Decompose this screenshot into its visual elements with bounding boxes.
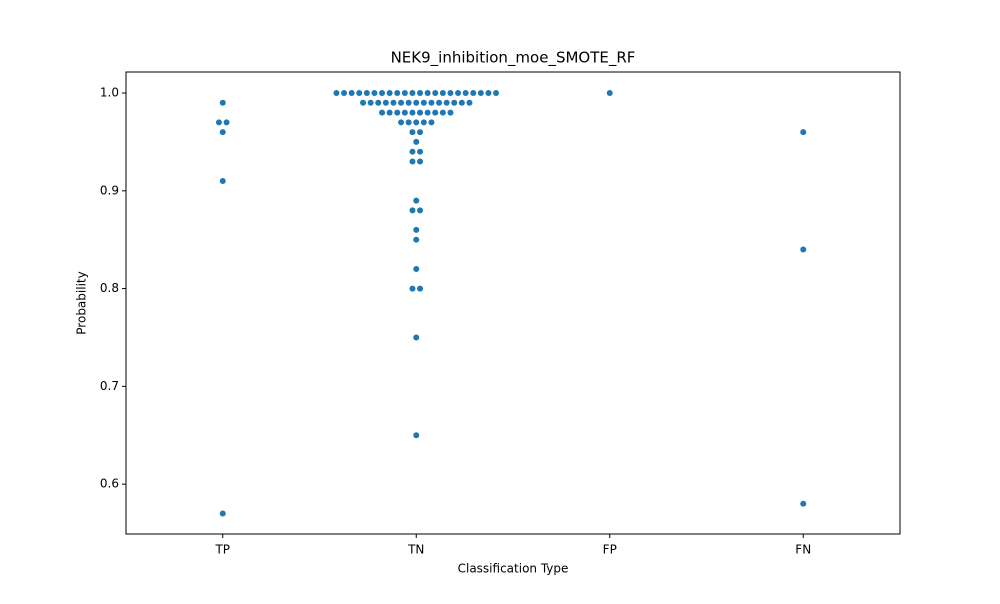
y-axis-label: Probability: [75, 271, 89, 334]
point: [409, 148, 416, 155]
y-tick-label: 0.8: [100, 281, 119, 295]
point: [800, 500, 807, 507]
point: [462, 90, 469, 97]
point: [432, 109, 439, 116]
point: [401, 109, 408, 116]
point: [800, 129, 807, 136]
point: [405, 119, 412, 126]
point: [401, 90, 408, 97]
point: [417, 109, 424, 116]
point: [371, 90, 378, 97]
point: [386, 90, 393, 97]
point: [398, 119, 405, 126]
chart-title: NEK9_inhibition_moe_SMOTE_RF: [391, 49, 636, 68]
point: [405, 99, 412, 106]
point: [493, 90, 500, 97]
point: [424, 109, 431, 116]
point: [447, 90, 454, 97]
point: [417, 148, 424, 155]
point: [386, 109, 393, 116]
point: [413, 138, 420, 145]
point: [413, 432, 420, 439]
point: [398, 99, 405, 106]
point: [223, 119, 230, 126]
point: [417, 285, 424, 292]
point: [413, 197, 420, 204]
point: [432, 90, 439, 97]
point: [485, 90, 492, 97]
y-tick-label: 0.6: [100, 477, 119, 491]
point: [413, 236, 420, 243]
point: [455, 90, 462, 97]
y-tick-label: 1.0: [100, 86, 119, 100]
point: [447, 109, 454, 116]
x-tick-label: FP: [603, 543, 617, 557]
point: [436, 99, 443, 106]
x-tick-label: TP: [214, 543, 230, 557]
point: [409, 285, 416, 292]
plot-frame: [125, 71, 901, 535]
point: [375, 99, 382, 106]
point: [477, 90, 484, 97]
point: [451, 99, 458, 106]
x-tick-label: FN: [795, 543, 811, 557]
point: [417, 158, 424, 165]
point: [420, 119, 427, 126]
point: [413, 99, 420, 106]
point: [219, 178, 226, 185]
point: [360, 99, 367, 106]
point: [443, 99, 450, 106]
x-axis-label: Classification Type: [458, 562, 569, 576]
point: [394, 90, 401, 97]
point: [409, 158, 416, 165]
point: [417, 129, 424, 136]
point: [417, 207, 424, 214]
point: [424, 90, 431, 97]
point: [219, 99, 226, 106]
point: [439, 90, 446, 97]
point: [439, 109, 446, 116]
point: [382, 99, 389, 106]
point: [466, 99, 473, 106]
point: [417, 90, 424, 97]
y-tick-label: 0.7: [100, 379, 119, 393]
point: [367, 99, 374, 106]
y-tick-label: 0.9: [100, 183, 119, 197]
point: [413, 226, 420, 233]
point: [215, 119, 222, 126]
point: [348, 90, 355, 97]
point: [379, 90, 386, 97]
point: [409, 109, 416, 116]
point: [333, 90, 340, 97]
point: [413, 334, 420, 341]
point: [413, 119, 420, 126]
point: [409, 90, 416, 97]
point: [606, 90, 613, 97]
point: [409, 207, 416, 214]
point: [458, 99, 465, 106]
point: [219, 510, 226, 517]
point: [800, 246, 807, 253]
point: [363, 90, 370, 97]
point: [356, 90, 363, 97]
point: [420, 99, 427, 106]
point: [390, 99, 397, 106]
point: [379, 109, 386, 116]
point: [341, 90, 348, 97]
point: [219, 129, 226, 136]
point: [413, 266, 420, 273]
x-tick-label: TN: [407, 543, 424, 557]
point: [394, 109, 401, 116]
point: [409, 129, 416, 136]
point: [428, 99, 435, 106]
point: [470, 90, 477, 97]
point: [428, 119, 435, 126]
